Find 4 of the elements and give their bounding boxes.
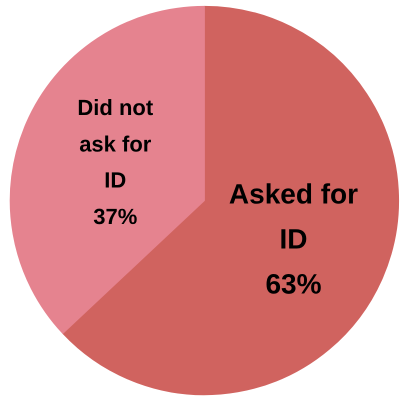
data-label: 37% <box>93 204 138 229</box>
slice-label: Asked for ID <box>228 178 358 255</box>
slice-label: Did not ask for ID <box>77 95 154 193</box>
data-label: 63% <box>265 268 322 300</box>
